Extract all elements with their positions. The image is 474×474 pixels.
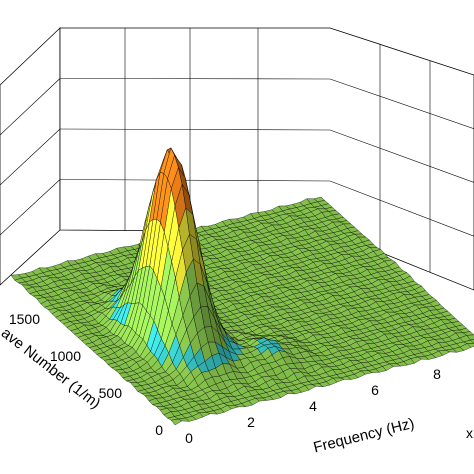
wall-gridline (59, 78, 331, 80)
x-tick-label: 6 (371, 382, 379, 398)
wall-gridline (59, 128, 331, 131)
x-tick-label: 2 (247, 414, 255, 430)
wall-gridline (0, 128, 61, 186)
wall-gridline (329, 180, 474, 237)
y-tick-label: 1500 (9, 311, 40, 327)
y-tick-label: 1000 (50, 348, 81, 364)
x-tick-label: 8 (433, 366, 441, 382)
back-wall-left (0, 27, 61, 286)
x-axis-label: Frequency (Hz) (312, 415, 416, 457)
wall-grid (0, 28, 474, 272)
x-tick-label: 4 (309, 398, 317, 414)
wall-gridline (329, 78, 474, 130)
wall-gridline (59, 179, 331, 182)
y-tick-label: 0 (155, 422, 163, 438)
y-tick-label: 500 (99, 385, 123, 401)
surface-facet (466, 343, 474, 348)
wall-gridline (329, 129, 474, 183)
wall-gridline (0, 179, 61, 236)
exponent-marker: x (466, 425, 473, 441)
x-tick-label: 0 (185, 430, 193, 446)
wall-gridline (0, 78, 61, 136)
axis-ticks: 0 2 4 6 8 0 500 1000 1500 (9, 311, 441, 446)
surface-mesh (10, 147, 474, 426)
surface-facet (470, 339, 474, 344)
